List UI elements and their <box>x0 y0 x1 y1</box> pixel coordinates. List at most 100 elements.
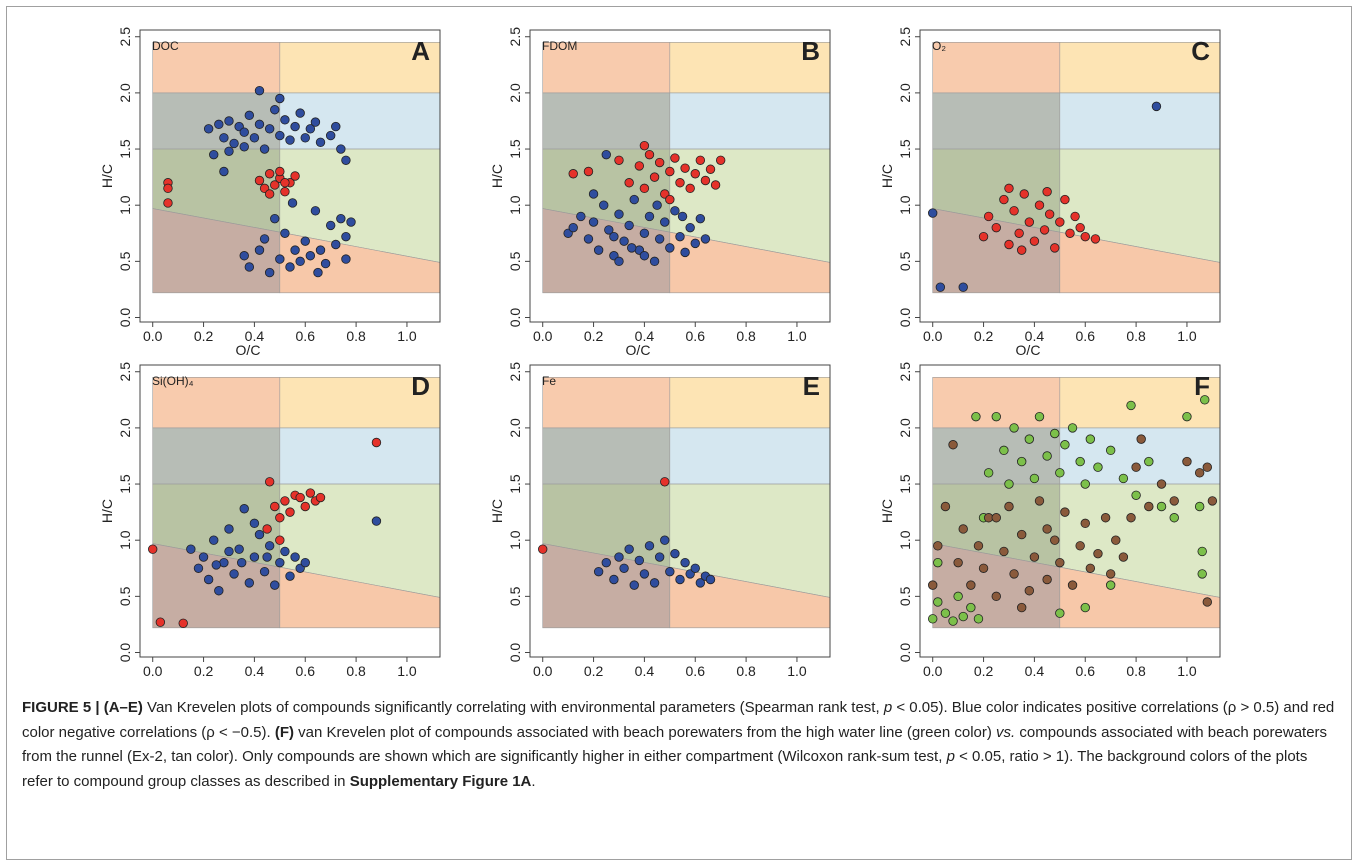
data-point <box>1055 557 1065 568</box>
x-tick-label: 0.2 <box>194 328 214 344</box>
data-point <box>249 133 260 143</box>
data-point <box>619 236 629 246</box>
class-region <box>542 377 671 429</box>
panel-tag: Si(OH)₄ <box>152 374 194 388</box>
data-point <box>1014 228 1024 238</box>
data-point <box>315 137 326 148</box>
data-point <box>1080 602 1090 613</box>
data-point <box>280 546 290 557</box>
data-point <box>254 119 265 130</box>
y-tick-label: 0.5 <box>117 251 133 271</box>
data-point <box>280 228 290 238</box>
data-point <box>193 563 204 573</box>
data-point <box>1105 445 1116 456</box>
data-point <box>695 578 706 588</box>
data-point <box>1169 513 1179 523</box>
data-point <box>966 580 976 590</box>
data-point <box>599 200 609 210</box>
data-point <box>264 169 275 179</box>
y-tick-label: 1.0 <box>117 530 133 550</box>
data-point <box>211 560 221 570</box>
data-point <box>264 124 275 134</box>
data-point <box>275 557 285 568</box>
data-point <box>928 208 938 218</box>
x-tick-label: 1.0 <box>787 328 807 344</box>
data-point <box>275 535 285 545</box>
y-tick-label: 1.5 <box>117 474 133 494</box>
data-point <box>285 262 295 272</box>
data-point <box>1044 209 1055 219</box>
data-point <box>300 557 310 568</box>
data-point <box>705 164 716 174</box>
data-point <box>614 209 624 219</box>
y-tick-label: 2.5 <box>897 27 913 47</box>
x-tick-label: 0.8 <box>1126 663 1146 679</box>
data-point <box>371 437 382 448</box>
plot-frame <box>139 364 441 658</box>
data-point <box>958 524 968 534</box>
data-point <box>715 155 726 165</box>
y-tick-label: 2.0 <box>117 83 133 103</box>
data-point <box>705 574 716 585</box>
plot-frame <box>529 364 831 658</box>
data-point <box>305 124 316 134</box>
panel-tag: O₂ <box>932 39 946 53</box>
x-axis-label: O/C <box>1016 342 1041 358</box>
data-point <box>1067 423 1078 433</box>
x-tick-label: 0.0 <box>533 663 553 679</box>
data-point <box>928 614 938 624</box>
data-point <box>609 574 619 585</box>
data-point <box>695 213 706 224</box>
data-point <box>219 133 229 143</box>
y-tick-label: 1.0 <box>507 195 523 215</box>
y-tick-label: 0.0 <box>507 643 523 663</box>
data-point <box>249 552 260 562</box>
panel-tag: Fe <box>542 374 556 388</box>
x-tick-label: 0.8 <box>346 663 366 679</box>
data-point <box>262 552 272 562</box>
data-point <box>214 586 224 596</box>
x-tick-label: 0.6 <box>296 663 316 679</box>
data-point <box>999 445 1009 456</box>
data-point <box>254 529 265 540</box>
data-point <box>264 267 275 278</box>
data-point <box>609 231 619 242</box>
data-point <box>700 175 711 186</box>
data-point <box>229 569 239 579</box>
x-tick-label: 0.4 <box>1025 328 1045 344</box>
data-point <box>203 124 214 134</box>
data-point <box>933 597 943 607</box>
x-axis-label: O/C <box>626 677 651 680</box>
data-point <box>654 552 665 562</box>
y-tick-label: 0.5 <box>897 586 913 606</box>
x-tick-label: 1.0 <box>1177 328 1197 344</box>
x-tick-label: 0.2 <box>194 663 214 679</box>
data-point <box>675 231 685 242</box>
data-point <box>1085 434 1096 444</box>
data-point <box>1118 552 1129 562</box>
x-tick-label: 0.6 <box>1076 663 1096 679</box>
x-tick-label: 0.8 <box>736 663 756 679</box>
data-point <box>619 563 629 573</box>
data-point <box>155 617 166 627</box>
caption-label: FIGURE 5 | <box>22 699 104 716</box>
y-tick-label: 0.5 <box>507 586 523 606</box>
data-point <box>1131 462 1141 472</box>
data-point <box>983 468 994 478</box>
data-point <box>280 187 290 197</box>
data-point <box>1197 569 1207 579</box>
y-tick-label: 1.5 <box>507 474 523 494</box>
data-point <box>336 144 346 154</box>
data-point <box>1080 518 1090 529</box>
caption-text: vs. <box>996 723 1016 741</box>
data-point <box>649 256 660 267</box>
data-point <box>639 228 650 238</box>
x-tick-label: 0.4 <box>635 328 655 344</box>
data-point <box>644 149 655 160</box>
data-point <box>1202 597 1212 607</box>
data-point <box>249 518 260 529</box>
data-point <box>1197 546 1207 557</box>
data-point <box>1194 501 1205 512</box>
data-point <box>315 245 326 255</box>
data-point <box>1060 440 1070 450</box>
